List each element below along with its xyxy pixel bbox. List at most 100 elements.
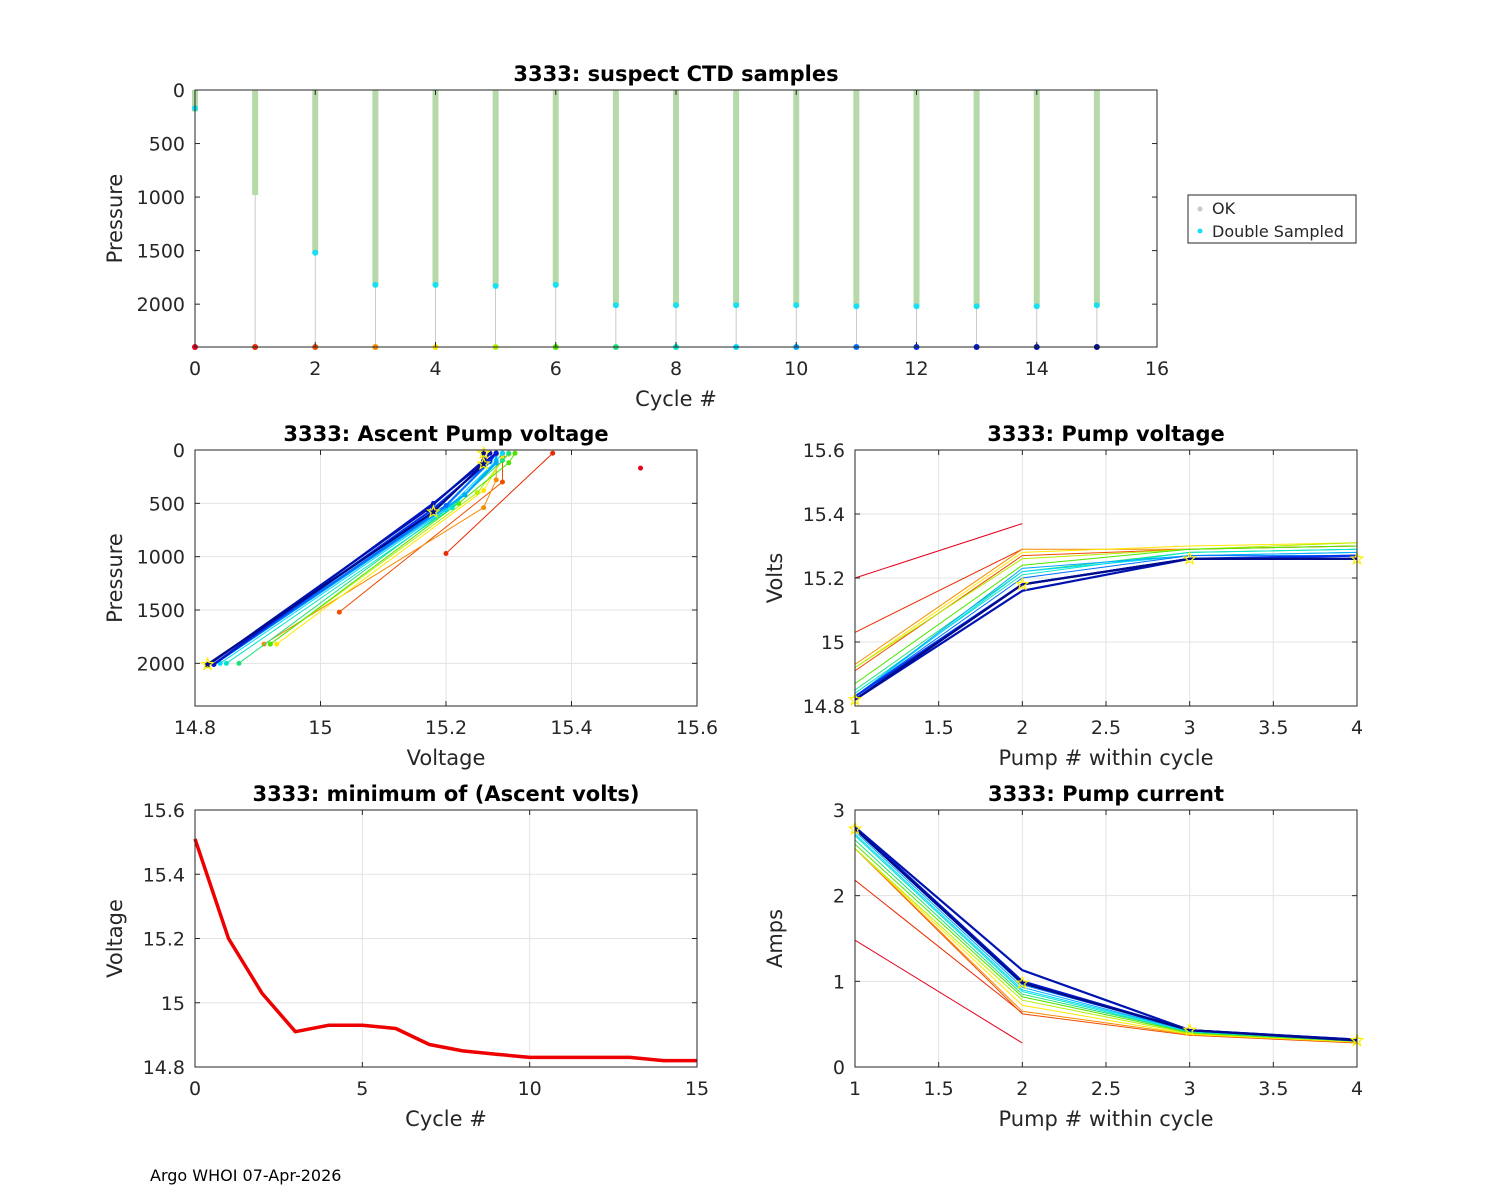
ctd-xtick-label: 8 — [670, 358, 682, 380]
ascent-ytick-label: 500 — [149, 493, 185, 515]
ctd-double-sampled-point — [1033, 303, 1040, 310]
ctd-ytick-label: 500 — [149, 134, 185, 156]
ascent-point — [499, 450, 505, 456]
pumpv-series-line — [854, 557, 1357, 701]
ctd-double-sampled-point — [793, 302, 800, 309]
minv-title: 3333: minimum of (Ascent volts) — [252, 782, 639, 806]
pumpc-title: 3333: Pump current — [988, 782, 1224, 806]
ascent-star-marker — [476, 445, 492, 460]
ascent-ytick-label: 0 — [173, 440, 185, 462]
ctd-double-sampled-point — [552, 281, 559, 288]
ascent-series-line — [445, 452, 554, 554]
ctd-double-sampled-point — [913, 303, 920, 310]
minv-ytick-label: 15.2 — [143, 929, 185, 951]
ascent-point — [274, 641, 280, 647]
ascent-point — [638, 465, 644, 471]
ctd-double-sampled-point — [432, 281, 439, 288]
legend-double-label: Double Sampled — [1212, 222, 1344, 241]
pumpc-xtick-label: 2 — [1016, 1078, 1028, 1100]
minv-xtick-label: 0 — [189, 1078, 201, 1100]
pumpv-series-line — [854, 548, 1023, 633]
ctd-ytick-label: 1500 — [137, 241, 185, 263]
ascent-point — [493, 460, 499, 466]
ascent-ytick-label: 1000 — [137, 547, 185, 569]
pumpv-title: 3333: Pump voltage — [987, 422, 1225, 446]
pumpc-star-marker — [1182, 1022, 1198, 1037]
minv-ytick-label: 15.6 — [143, 800, 185, 822]
pumpv-xtick-label: 1 — [849, 717, 861, 739]
ctd-xtick-label: 14 — [1025, 358, 1049, 380]
ascent-point — [336, 609, 342, 615]
ascent-point — [481, 488, 487, 494]
minv-ytick-label: 15.4 — [143, 864, 185, 886]
ascent-point — [493, 477, 499, 483]
minv-xtick-label: 10 — [518, 1078, 542, 1100]
pumpv-ytick-label: 15.6 — [803, 440, 845, 462]
pumpc-xlabel: Pump # within cycle — [999, 1107, 1214, 1131]
ascent-star-marker — [200, 656, 215, 671]
ascent-point — [481, 461, 487, 467]
pumpv-xtick-label: 3 — [1184, 717, 1196, 739]
pumpv-xtick-label: 2 — [1016, 717, 1028, 739]
ascent-point — [236, 660, 242, 666]
ctd-xtick-label: 6 — [550, 358, 562, 380]
pumpc-xtick-label: 3.5 — [1258, 1078, 1288, 1100]
ascent-point — [443, 502, 449, 508]
pumpv-xlabel: Pump # within cycle — [999, 746, 1214, 770]
pumpv-series-line — [854, 542, 1358, 669]
ascent-ytick-label: 1500 — [137, 600, 185, 622]
pumpc-xtick-label: 4 — [1351, 1078, 1363, 1100]
ascent-point — [499, 479, 505, 485]
minv-ytick-label: 15 — [161, 993, 185, 1015]
legend-ok-marker — [1197, 206, 1203, 212]
ctd-title: 3333: suspect CTD samples — [513, 62, 838, 86]
pumpc-ytick-label: 2 — [833, 886, 845, 908]
pumpv-ylabel: Volts — [763, 553, 787, 604]
ascent-ytick-label: 2000 — [137, 653, 185, 675]
pumpc-ytick-label: 3 — [833, 800, 845, 822]
ascent-xtick-label: 15.2 — [425, 717, 467, 739]
ctd-double-sampled-point — [1093, 302, 1100, 309]
legend-double-marker — [1197, 228, 1203, 234]
pumpc-xtick-label: 1 — [849, 1078, 861, 1100]
ascent-point — [430, 509, 436, 515]
pumpc-series-line — [854, 827, 1358, 1042]
ascent-point — [506, 460, 512, 466]
ascent-ylabel: Pressure — [103, 533, 127, 623]
ctd-ytick-label: 1000 — [137, 187, 185, 209]
ascent-point — [462, 492, 468, 498]
minv-xtick-label: 5 — [356, 1078, 368, 1100]
ascent-star-marker — [426, 504, 441, 519]
ascent-series-line — [270, 452, 516, 645]
pumpv-xtick-label: 1.5 — [924, 717, 954, 739]
pumpc-xtick-label: 2.5 — [1091, 1078, 1121, 1100]
ascent-point — [443, 550, 449, 556]
pumpv-series-line — [854, 523, 1023, 579]
pumpc-ytick-label: 0 — [833, 1057, 845, 1079]
pumpv-series-line — [854, 545, 1358, 685]
pumpc-series-line — [854, 879, 1023, 1014]
ascent-series-line — [263, 454, 497, 645]
ctd-ylabel: Pressure — [103, 174, 127, 264]
ascent-point — [499, 458, 505, 464]
pumpc-ylabel: Amps — [763, 909, 787, 968]
ascent-point — [481, 450, 487, 456]
ascent-point — [223, 660, 229, 666]
pumpc-xtick-label: 3 — [1184, 1078, 1196, 1100]
ascent-star-marker — [476, 456, 492, 471]
minv-ylabel: Voltage — [103, 899, 127, 978]
pumpc-series-line — [854, 848, 1358, 1043]
ascent-title: 3333: Ascent Pump voltage — [283, 422, 608, 446]
ctd-xtick-label: 4 — [429, 358, 441, 380]
ctd-xtick-label: 16 — [1145, 358, 1169, 380]
footer-label: Argo WHOI 07-Apr-2026 — [150, 1166, 342, 1185]
ctd-ytick-label: 2000 — [137, 294, 185, 316]
minv-ytick-label: 14.8 — [143, 1057, 185, 1079]
pumpv-ytick-label: 15.4 — [803, 504, 845, 526]
ascent-point — [550, 450, 556, 456]
minv-series-line — [193, 838, 697, 1063]
ctd-xtick-label: 0 — [189, 358, 201, 380]
ascent-xtick-label: 15.4 — [550, 717, 592, 739]
pumpc-star-marker — [1014, 975, 1030, 990]
pumpv-ytick-label: 15 — [821, 632, 845, 654]
